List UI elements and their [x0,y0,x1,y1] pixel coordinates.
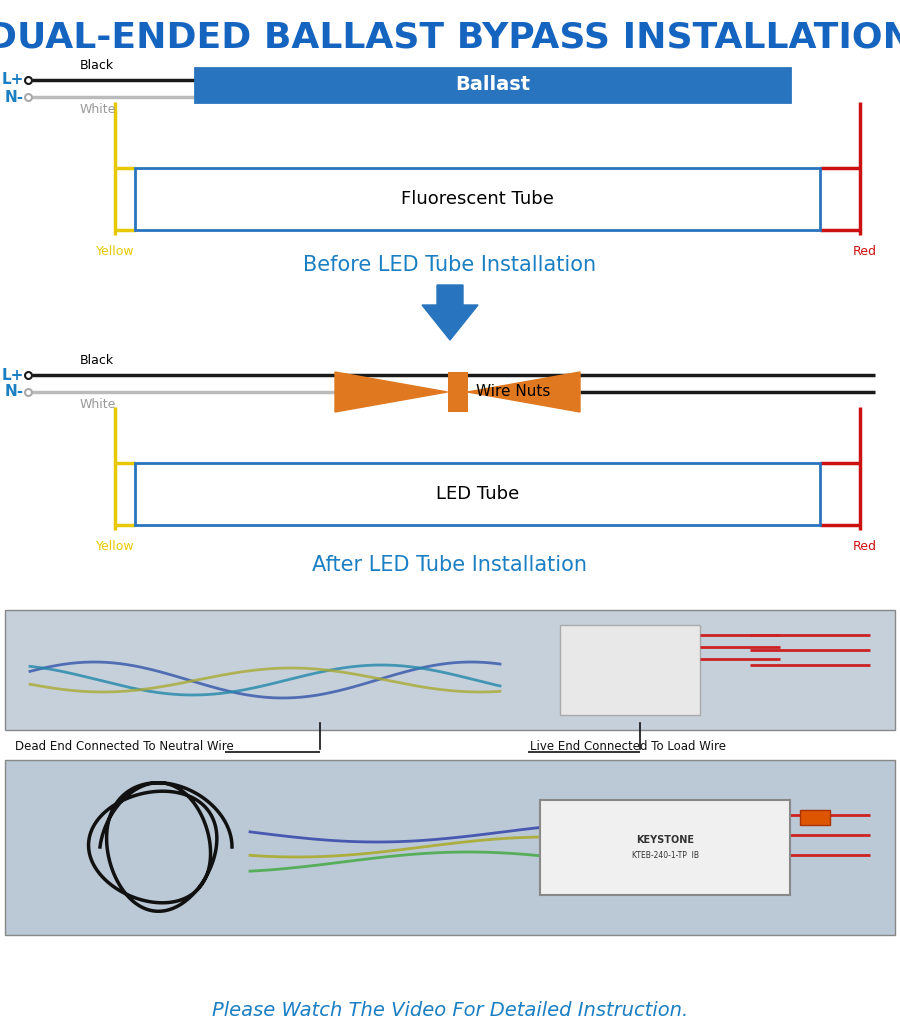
Bar [5,760,895,936]
Bar [135,168,820,230]
Polygon shape [335,372,447,412]
Text: Red: Red [853,540,877,553]
Text: KTEB-240-1-TP  IB: KTEB-240-1-TP IB [632,851,698,860]
Text: Red: Red [853,244,877,258]
Bar [5,610,895,730]
Text: Fluorescent Tube: Fluorescent Tube [401,190,554,208]
Text: White: White [80,398,116,411]
Bar [195,68,790,102]
Bar [560,625,700,715]
Text: Dead End Connected To Neutral Wire: Dead End Connected To Neutral Wire [15,740,234,753]
Polygon shape [422,285,478,340]
Text: White: White [80,103,116,116]
Text: Yellow: Yellow [95,540,134,553]
Bar [135,463,820,525]
Bar [447,372,467,412]
Bar [540,800,790,895]
Text: L+: L+ [2,368,24,382]
Bar [800,810,830,825]
Text: Live End Connected To Load Wire: Live End Connected To Load Wire [530,740,726,753]
Text: After LED Tube Installation: After LED Tube Installation [312,555,588,575]
Text: DUAL-ENDED BALLAST BYPASS INSTALLATION: DUAL-ENDED BALLAST BYPASS INSTALLATION [0,21,900,55]
Text: N-: N- [4,89,24,105]
Polygon shape [467,372,580,412]
Text: LED Tube: LED Tube [436,485,519,503]
Text: Black: Black [80,354,114,367]
Text: Before LED Tube Installation: Before LED Tube Installation [303,255,597,275]
Text: Black: Black [80,59,114,71]
Text: Ballast: Ballast [454,76,530,94]
Text: Yellow: Yellow [95,244,134,258]
Text: N-: N- [4,384,24,400]
Text: Please Watch The Video For Detailed Instruction.: Please Watch The Video For Detailed Inst… [212,1001,688,1019]
Text: L+: L+ [2,73,24,87]
Text: KEYSTONE: KEYSTONE [636,835,694,845]
Text: Wire Nuts: Wire Nuts [475,384,550,400]
